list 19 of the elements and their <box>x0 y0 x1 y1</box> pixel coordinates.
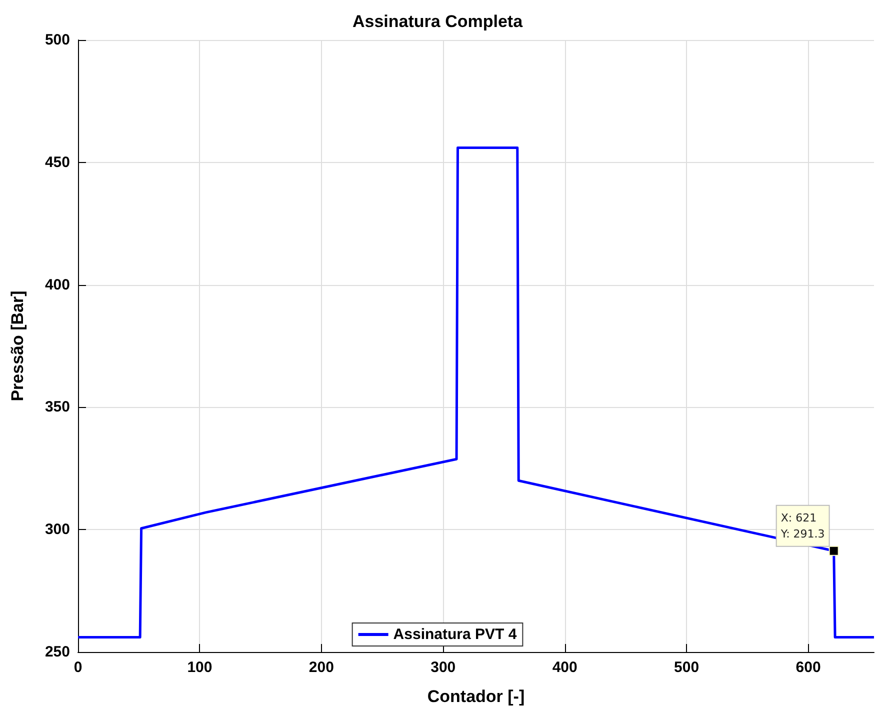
x-axis-title: Contador [-] <box>427 687 525 706</box>
y-tick-label: 400 <box>44 276 70 294</box>
x-tick-label: 500 <box>674 659 700 676</box>
x-tick-label: 100 <box>187 659 212 676</box>
y-tick-label: 500 <box>44 32 70 48</box>
y-tick-label: 250 <box>44 644 70 660</box>
x-tick-label: 400 <box>552 659 578 676</box>
y-tick-label: 450 <box>44 154 70 171</box>
line-series <box>76 146 875 639</box>
y-tick-label: 300 <box>44 521 70 538</box>
x-tick-label: 600 <box>796 659 821 676</box>
chart-title: Assinatura Completa <box>352 12 524 31</box>
y-tick-label: 350 <box>44 398 70 416</box>
x-tick-label: 0 <box>74 659 82 676</box>
y-axis-title: Pressão [Bar] <box>8 290 27 402</box>
legend-label: Assinatura PVT 4 <box>393 626 518 643</box>
x-tick-label: 300 <box>430 659 456 676</box>
x-tick-label: 200 <box>308 659 334 676</box>
annotation: X: 621 Y: 291.3 <box>780 511 825 540</box>
